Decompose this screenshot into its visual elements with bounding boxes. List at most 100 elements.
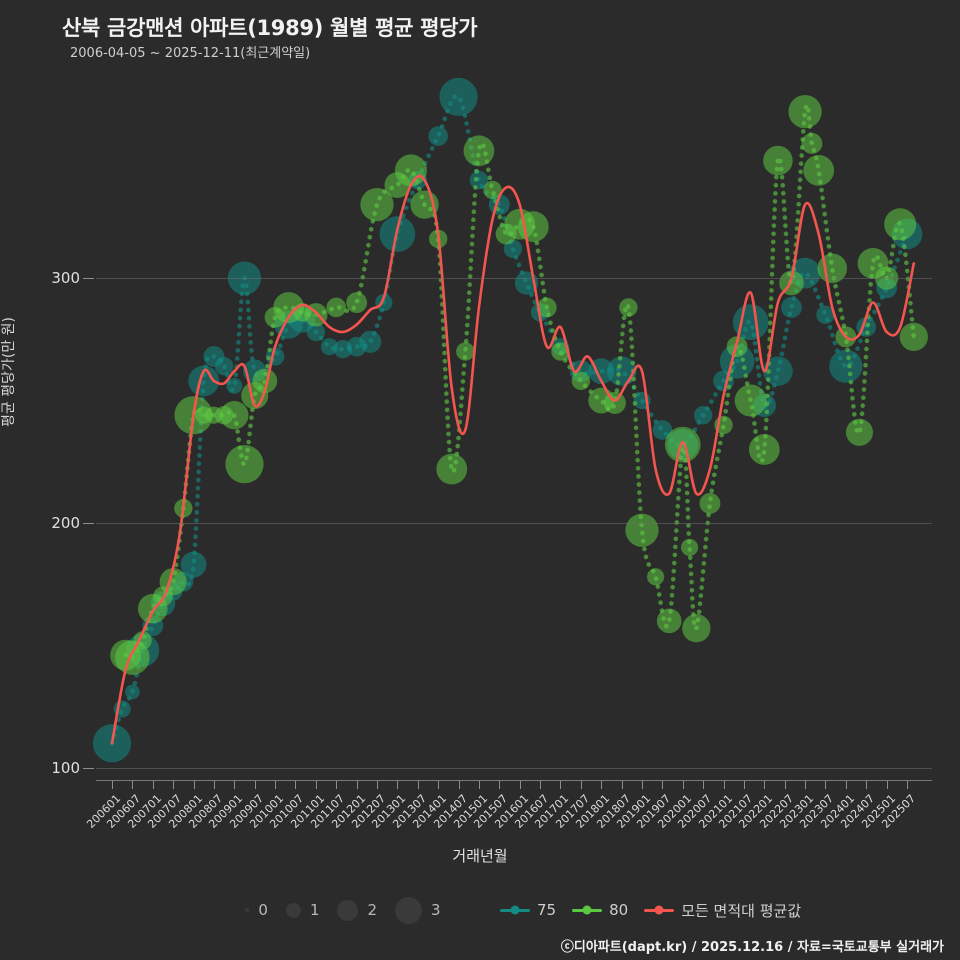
data-bubble[interactable] [699, 492, 721, 514]
data-bubble[interactable] [788, 94, 822, 129]
x-tick-mark [805, 781, 807, 789]
data-bubble[interactable] [899, 322, 928, 352]
data-bubble[interactable] [652, 420, 673, 440]
legend-series-item[interactable]: 모든 면적대 평균값 [644, 900, 801, 921]
x-tick-mark [499, 781, 501, 789]
data-bubble[interactable] [394, 154, 427, 187]
data-bubble[interactable] [801, 133, 823, 154]
x-tick-mark [377, 781, 378, 789]
legend-size-item: 3 [386, 896, 450, 924]
x-tick-mark [193, 781, 195, 789]
y-tick-label: 200 [51, 513, 80, 532]
data-bubble[interactable] [619, 298, 638, 317]
x-tick-mark [662, 781, 664, 789]
data-bubble[interactable] [252, 368, 278, 394]
data-bubble[interactable] [647, 568, 665, 586]
data-bubble[interactable] [214, 357, 234, 376]
x-tick-mark [254, 781, 256, 789]
y-tick-label: 100 [51, 758, 80, 777]
data-bubble[interactable] [537, 297, 557, 318]
data-bubble[interactable] [884, 208, 917, 241]
data-bubble[interactable] [680, 538, 699, 556]
data-bubble[interactable] [656, 608, 682, 634]
data-bubble[interactable] [603, 391, 626, 415]
data-bubble[interactable] [625, 513, 659, 547]
data-bubble[interactable] [226, 377, 243, 394]
data-bubble[interactable] [463, 135, 495, 167]
x-axis-line [96, 780, 932, 781]
data-bubble[interactable] [816, 305, 835, 325]
x-tick-mark [438, 781, 440, 789]
legend-series-item[interactable]: 80 [572, 901, 628, 919]
data-bubble[interactable] [483, 180, 502, 200]
x-tick-mark [540, 781, 542, 789]
data-bubble[interactable] [359, 330, 382, 353]
chart-canvas [92, 77, 928, 763]
data-bubble[interactable] [346, 292, 368, 314]
x-tick-mark [642, 781, 643, 789]
data-bubble[interactable] [571, 371, 591, 391]
legend: 0 1 2 3 75 80 모든 면적대 평균값 [0, 893, 960, 927]
legend-series-item[interactable]: 75 [500, 901, 556, 919]
x-tick-mark [397, 781, 399, 789]
data-bubble[interactable] [551, 342, 570, 361]
data-bubble[interactable] [360, 188, 394, 222]
data-bubble[interactable] [436, 453, 468, 485]
data-bubble[interactable] [781, 297, 802, 318]
x-tick-mark [295, 781, 297, 789]
legend-series-label: 모든 면적대 평균값 [681, 901, 802, 920]
data-bubble[interactable] [748, 434, 780, 465]
x-tick-mark [784, 781, 786, 789]
y-tick-mark [83, 278, 94, 280]
data-bubble[interactable] [439, 77, 478, 117]
data-bubble[interactable] [320, 338, 339, 356]
x-tick-mark [356, 781, 358, 789]
x-tick-mark [825, 781, 827, 789]
data-bubble[interactable] [188, 365, 220, 397]
legend-series-swatch [572, 905, 603, 915]
legend-size-label: 3 [431, 901, 441, 919]
x-tick-mark [743, 781, 745, 789]
data-bubble[interactable] [664, 426, 701, 463]
x-axis-title: 거래년월 [452, 847, 508, 865]
data-bubble[interactable] [456, 342, 475, 361]
data-bubble[interactable] [180, 551, 207, 578]
data-bubble[interactable] [326, 297, 347, 318]
data-bubble[interactable] [845, 418, 873, 446]
average-line [110, 174, 916, 745]
data-bubble[interactable] [428, 126, 448, 146]
data-bubble[interactable] [220, 401, 249, 430]
legend-series-list: 75 80 모든 면적대 평균값 [500, 893, 817, 927]
x-tick-mark [213, 781, 215, 789]
footer-credit: ⓒ디아파트(dapt.kr) / 2025.12.16 / 자료=국토교통부 실… [560, 940, 944, 955]
x-tick-mark [234, 781, 236, 789]
legend-series-label: 80 [609, 901, 629, 919]
x-tick-mark [336, 781, 338, 789]
data-bubble[interactable] [306, 322, 326, 342]
legend-size-item: 0 [236, 901, 277, 919]
data-bubble[interactable] [693, 406, 713, 425]
x-tick-mark [478, 781, 480, 789]
gridline [96, 767, 932, 769]
x-tick-mark [621, 781, 623, 789]
x-tick-mark [764, 781, 766, 789]
data-bubble[interactable] [469, 170, 489, 190]
x-tick-mark [601, 781, 603, 789]
data-bubble[interactable] [763, 145, 793, 176]
data-bubble[interactable] [829, 349, 863, 383]
data-bubble[interactable] [125, 684, 140, 700]
x-tick-mark [886, 781, 888, 789]
series-connector [123, 102, 917, 661]
legend-size-bubble [245, 907, 250, 913]
legend-size-scale: 0 1 2 3 [236, 893, 450, 927]
legend-size-item: 2 [328, 899, 386, 921]
data-bubble[interactable] [734, 384, 767, 417]
legend-size-label: 0 [258, 901, 268, 919]
data-bubble[interactable] [225, 445, 264, 484]
x-tick-mark [723, 781, 725, 789]
x-tick-mark [580, 781, 582, 789]
plot-area [92, 70, 932, 780]
data-bubble[interactable] [682, 614, 711, 643]
y-tick-mark [83, 522, 94, 524]
data-bubble[interactable] [803, 154, 835, 186]
